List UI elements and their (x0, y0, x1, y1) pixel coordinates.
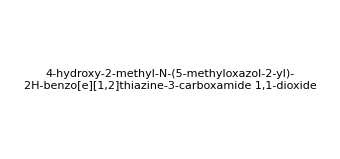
Text: 4-hydroxy-2-methyl-N-(5-methyloxazol-2-yl)-
2H-benzo[e][1,2]thiazine-3-carboxami: 4-hydroxy-2-methyl-N-(5-methyloxazol-2-y… (23, 69, 317, 90)
